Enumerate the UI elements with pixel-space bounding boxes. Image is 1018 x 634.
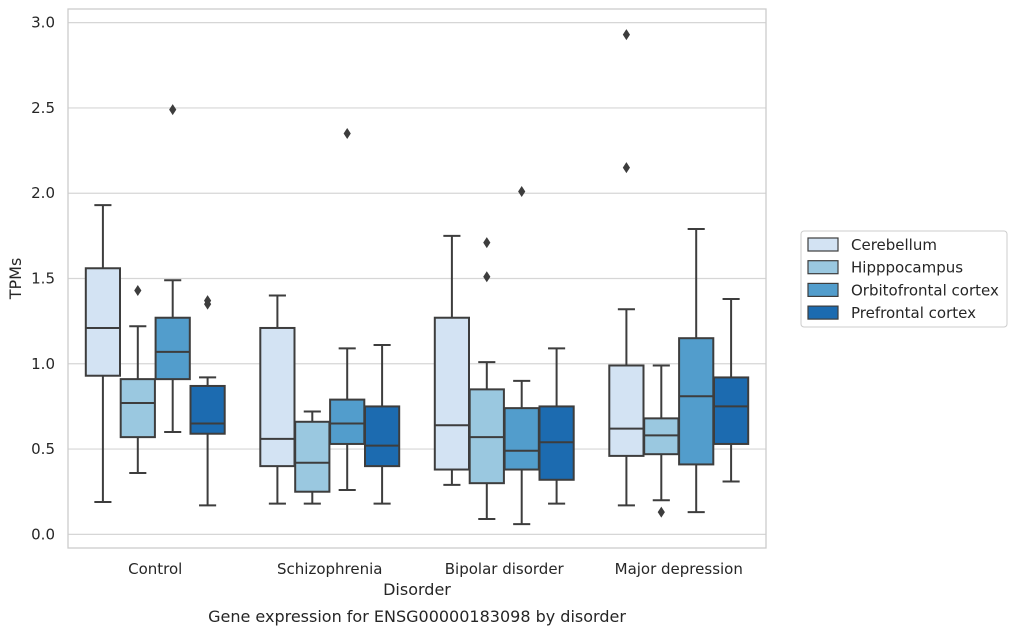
x-tick-label: Major depression bbox=[615, 560, 743, 578]
box-group bbox=[259, 294, 296, 505]
box-group bbox=[294, 410, 331, 505]
y-tick-label: 2.5 bbox=[31, 99, 55, 117]
plot-frame bbox=[67, 8, 767, 549]
box-iqr bbox=[119, 378, 156, 439]
outlier-point bbox=[622, 29, 630, 41]
y-tick-label: 0.5 bbox=[31, 440, 55, 458]
box-iqr bbox=[433, 316, 471, 471]
legend-swatch bbox=[807, 260, 839, 275]
x-tick-label: Schizophrenia bbox=[277, 560, 382, 578]
y-axis-label: TPMs bbox=[6, 258, 25, 301]
box-iqr bbox=[329, 398, 366, 445]
legend-label: Hipppocampus bbox=[851, 259, 963, 277]
box-group bbox=[189, 295, 226, 507]
y-tick-label: 3.0 bbox=[31, 14, 55, 32]
y-tick-label: 0.0 bbox=[31, 525, 55, 543]
legend-label: Cerebellum bbox=[851, 236, 937, 254]
box-group bbox=[678, 228, 715, 514]
box-plot-marks bbox=[84, 29, 750, 526]
box-group bbox=[119, 284, 156, 474]
legend-swatch bbox=[807, 282, 839, 297]
box-iqr bbox=[84, 267, 122, 377]
box-group bbox=[363, 344, 401, 505]
outlier-point bbox=[518, 186, 526, 198]
outlier-point bbox=[204, 295, 212, 307]
y-tick-label: 2.0 bbox=[31, 184, 55, 202]
legend-label: Prefrontal cortex bbox=[851, 304, 976, 322]
box-group bbox=[84, 204, 122, 503]
outlier-point bbox=[169, 104, 177, 116]
outlier-point bbox=[657, 506, 665, 518]
box-group bbox=[154, 104, 191, 434]
outlier-point bbox=[622, 162, 630, 174]
box-group bbox=[433, 234, 471, 486]
legend: Cerebellum Hipppocampus Orbitofrontal cort… bbox=[800, 230, 1008, 328]
box-group bbox=[468, 237, 505, 521]
chart-caption: Gene expression for ENSG00000183098 by d… bbox=[208, 607, 626, 626]
box-iqr bbox=[259, 326, 296, 468]
x-axis-label: Disorder bbox=[383, 580, 451, 599]
x-tick-label: Bipolar disorder bbox=[445, 560, 565, 578]
box-group bbox=[643, 364, 680, 518]
box-iqr bbox=[363, 405, 401, 468]
outlier-point bbox=[343, 128, 351, 140]
legend-frame bbox=[800, 230, 1008, 328]
box-iqr bbox=[189, 384, 226, 435]
outlier-point bbox=[483, 237, 491, 249]
box-iqr bbox=[608, 364, 645, 457]
y-tick-label: 1.0 bbox=[31, 355, 55, 373]
y-axis-ticks: 0.0 0.5 1.0 1.5 2.0 2.5 3.0 bbox=[31, 14, 55, 544]
legend-swatch bbox=[807, 237, 839, 252]
legend-swatch bbox=[807, 305, 839, 320]
outlier-point bbox=[483, 271, 491, 283]
box-iqr bbox=[154, 316, 191, 381]
box-iqr bbox=[503, 407, 540, 471]
box-group bbox=[329, 128, 366, 492]
box-group bbox=[608, 29, 645, 507]
x-tick-label: Control bbox=[128, 560, 182, 578]
box-iqr bbox=[678, 337, 715, 466]
legend-label: Orbitofrontal cortex bbox=[851, 281, 999, 299]
outlier-point bbox=[134, 284, 142, 296]
box-iqr bbox=[294, 420, 331, 493]
box-group bbox=[712, 297, 750, 483]
box-iqr bbox=[712, 376, 750, 445]
box-group bbox=[503, 186, 540, 526]
y-tick-label: 1.5 bbox=[31, 270, 55, 288]
x-axis-ticks: Control Schizophrenia Bipolar disorder Majo… bbox=[128, 560, 743, 578]
box-group bbox=[538, 347, 575, 505]
